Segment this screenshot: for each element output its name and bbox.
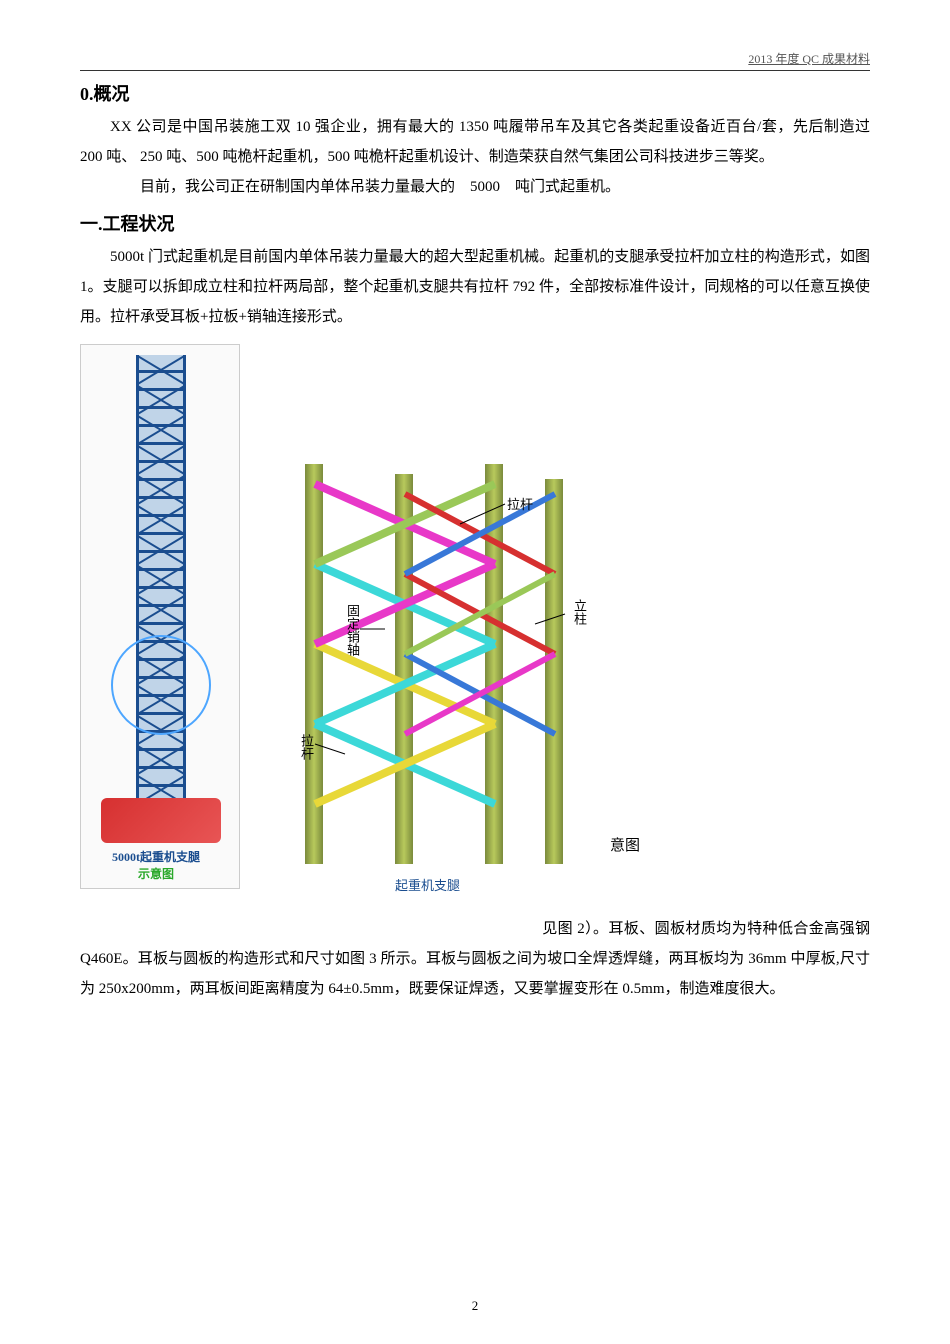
- tower-crossbrace-icon: [136, 355, 186, 805]
- text-fragment-right: 意图: [610, 834, 640, 855]
- document-content: 0.概况 XX 公司是中国吊装施工双 10 强企业，拥有最大的 1350 吨履带…: [80, 80, 870, 1004]
- para2-text: 见图 2）。耳板、圆板材质均为特种低合金高强钢 Q460E。耳板与圆板的构造形式…: [80, 921, 870, 997]
- section-0-paragraph-1: XX 公司是中国吊装施工双 10 强企业，拥有最大的 1350 吨履带吊车及其它…: [80, 112, 870, 172]
- figure-left-label: 5000t起重机支腿 示意图: [86, 849, 226, 883]
- red-component-icon: [101, 798, 221, 843]
- label-lagan-top: 拉杆: [507, 494, 533, 513]
- page-number: 2: [472, 1298, 479, 1314]
- diagonal-bars-icon: [255, 444, 605, 894]
- label-guding: 固定销轴: [343, 604, 362, 656]
- section-0-title: 0.概况: [80, 80, 870, 106]
- left-label-line1: 5000t起重机支腿: [112, 850, 200, 864]
- header-document-info: 2013 年度 QC 成果材料: [748, 50, 870, 67]
- label-lizhu: 立柱: [570, 599, 589, 625]
- section-1-paragraph-2: 占位占位占位占位占位占位占位占位占位占位占位占位占位占位占位见图 2）。耳板、圆…: [80, 914, 870, 1004]
- left-label-line2: 示意图: [138, 867, 174, 881]
- header-divider: [80, 70, 870, 71]
- figure-right-panel: 拉杆 固定销轴 立柱 拉杆 起重机支腿: [255, 444, 605, 894]
- highlight-circle-icon: [111, 635, 211, 735]
- section-0-paragraph-2: 目前，我公司正在研制国内单体吊装力量最大的 5000 吨门式起重机。: [80, 172, 870, 202]
- section-1-title: 一.工程状况: [80, 210, 870, 236]
- label-lagan-bottom: 拉杆: [297, 734, 316, 760]
- figure-area: 5000t起重机支腿 示意图: [80, 344, 870, 904]
- figure-bottom-label: 起重机支腿: [395, 875, 460, 894]
- figure-left-panel: 5000t起重机支腿 示意图: [80, 344, 240, 889]
- section-1-paragraph-1: 5000t 门式起重机是目前国内单体吊装力量最大的超大型起重机械。起重机的支腿承…: [80, 242, 870, 332]
